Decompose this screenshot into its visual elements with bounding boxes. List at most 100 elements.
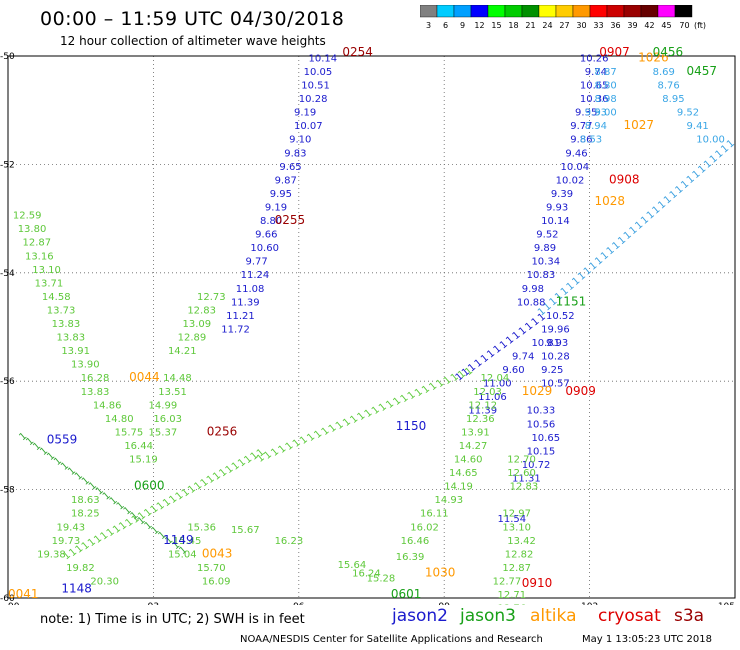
time-label-jason3: 0600 [134,479,165,493]
time-label-cryosat: 0909 [565,384,596,398]
swh-point-jason3: 15.36 [187,522,216,533]
chart-note: note: 1) Time is in UTC; 2) SWH is in fe… [40,612,305,627]
colorbar-label: 3 [426,21,431,30]
swh-point-jason3: 15.64 [338,560,367,571]
swh-point-jason2: 9.52 [536,230,558,241]
track-altika-diag: 1 [576,270,588,283]
track-altika-diag: 1 [599,250,611,263]
time-label-altika: 0043 [202,546,233,560]
track-jason2-diag: 1 [517,325,529,338]
track-jason2-diag: 1 [511,330,523,343]
track-jason3-diag-left: 1 [143,520,155,533]
swh-point-altika: 9.41 [687,121,709,132]
wave-height-colorbar: 3 6 9 12 15 18 21 24 27 30 33 36 39 42 45 70 (ft) [420,5,706,30]
swh-point-jason2: 9.89 [534,243,556,254]
time-label-jason3: 0601 [391,587,422,601]
track-altika-diag: 1 [565,280,577,293]
wave-height-plot: 90939699102105-50-52-54-56-58-6011111111… [0,45,737,605]
time-label-jason2: 1150 [396,419,427,433]
track-jason3-diag-lower: 1 [205,473,217,486]
time-label-jason2: 1149 [163,533,194,547]
swh-point-jason2: 10.14 [308,53,337,64]
legend-altika: altika [530,606,577,626]
track-jason3-diag-lower: 1 [186,483,198,496]
swh-point-jason3: 16.09 [202,576,231,587]
track-jason2-diag: 1 [454,371,466,384]
track-jason3-diag: 1 [456,369,468,382]
swh-point-jason2: 9.98 [522,284,544,295]
track-jason2-diag: 1 [530,316,542,329]
time-label-s3a: 0254 [342,45,373,59]
swh-point-altika: 8.80 [594,81,616,92]
x-tick-label: 96 [293,602,305,605]
track-jason3-diag: 1 [399,392,411,405]
plot-frame [7,55,736,599]
track-jason3-diag: 1 [291,437,303,450]
time-label-s3a: 0255 [275,213,306,227]
swh-point-altika: 10.00 [696,135,725,146]
track-jason3-diag: 1 [334,419,346,432]
swh-point-jason2: 11.39 [231,297,260,308]
track-altika-diag: 1 [725,138,737,151]
swh-point-jason2: 10.88 [517,297,546,308]
track-jason3-diag: 1 [413,386,425,399]
track-jason3-diag-left: 1 [59,460,71,473]
track-altika-diag: 1 [570,275,582,288]
swh-point-jason3: 12.59 [13,211,42,222]
time-label-jason2: 0559 [47,433,78,447]
track-altika-diag: 1 [633,219,645,232]
swh-point-jason3: 13.83 [52,319,81,330]
swh-point-jason2: 11.39 [468,406,497,417]
track-jason3-diag-left: 1 [66,465,78,478]
track-jason3-diag-lower: 1 [67,547,79,560]
colorbar-label: 18 [508,21,518,30]
time-label-cryosat: 0910 [522,576,553,590]
track-jason2-diag: 1 [466,362,478,375]
track-jason3-diag: 1 [463,366,475,379]
swh-point-jason3: 16.03 [153,414,182,425]
swh-point-jason2: 9.93 [546,338,568,349]
swh-point-jason3: 12.83 [510,482,539,493]
swh-point-jason2: 9.86 [570,135,592,146]
swh-point-jason3: 13.10 [502,522,531,533]
swh-point-jason2: 10.34 [531,257,560,268]
track-jason2-diag: 1 [473,357,485,370]
track-jason3-diag-left: 1 [177,544,189,557]
track-altika-diag: 1 [616,235,628,248]
swh-point-altika: 9.00 [594,108,616,119]
track-jason3-diag: 1 [427,381,439,394]
track-jason3-diag-left: 1 [150,525,162,538]
time-label-altika: 1029 [522,384,553,398]
track-jason3-diag-lower: 1 [230,460,242,473]
swh-point-jason2: 11.72 [221,324,250,335]
track-altika-diag: 1 [588,260,600,273]
track-jason3-diag-left: 1 [101,490,113,503]
swh-point-jason3: 14.99 [149,400,178,411]
swh-point-jason2: 10.36 [580,94,609,105]
legend-cryosat: cryosat [598,606,661,626]
track-jason3-diag-left: 1 [108,495,120,508]
track-jason3-diag-lower: 1 [86,537,98,550]
track-jason3-diag-lower: 1 [74,543,86,556]
swh-point-jason3: 12.83 [187,305,216,316]
time-label-s3a: 0256 [207,424,238,438]
swh-point-jason2: 9.95 [270,189,292,200]
swh-point-jason2: 9.65 [279,162,301,173]
track-altika-diag: 1 [662,194,674,207]
swh-point-jason2: 11.00 [483,379,512,390]
swh-point-jason2: 10.07 [294,121,323,132]
track-jason3-diag-lower: 1 [199,477,211,490]
track-jason3-diag-lower: 1 [61,550,73,563]
track-jason3-diag-lower: 1 [161,497,173,510]
track-jason2-diag: 1 [498,339,510,352]
track-jason3-diag: 1 [327,422,339,435]
swh-point-jason3: 13.91 [61,346,90,357]
swh-point-jason3: 13.83 [81,387,110,398]
swh-point-jason3: 13.09 [182,319,211,330]
track-altika-diag: 1 [536,306,548,319]
track-jason2-diag: 1 [479,353,491,366]
swh-point-jason2: 9.77 [570,121,592,132]
swh-point-jason3: 18.63 [71,495,100,506]
track-jason3-diag: 1 [377,401,389,414]
colorbar-label: 33 [593,21,603,30]
